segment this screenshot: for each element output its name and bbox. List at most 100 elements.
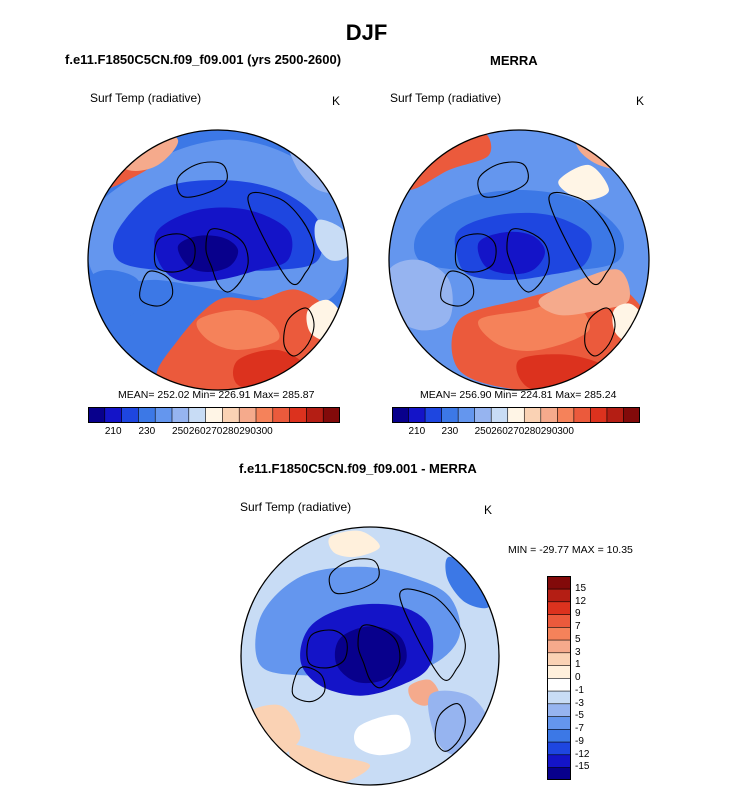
- colorbar-tick-label: 300: [557, 426, 574, 437]
- map-field: [241, 527, 499, 785]
- colorbar-swatch: [474, 407, 492, 423]
- colorbar-swatch: [547, 766, 571, 780]
- merra-stats: MEAN= 256.90 Min= 224.81 Max= 285.24: [420, 389, 617, 401]
- colorbar-swatch: [424, 407, 443, 423]
- diff-panel-title: f.e11.F1850C5CN.f09_f09.001 - MERRA: [239, 461, 477, 476]
- coastline: [434, 703, 466, 752]
- colorbar-tick-label: -5: [575, 710, 584, 722]
- merra-variable-label: Surf Temp (radiative): [390, 91, 502, 105]
- coastline: [328, 558, 380, 595]
- colorbar-tick-label: 210: [104, 426, 122, 437]
- temperature-region: [328, 530, 380, 558]
- coastline: [506, 228, 550, 293]
- colorbar-swatch: [457, 407, 476, 423]
- map-boundary: [240, 526, 500, 786]
- colorbar-swatch: [188, 407, 207, 423]
- temperature-region: [389, 259, 453, 331]
- colorbar-swatch: [623, 407, 640, 423]
- map-boundary: [388, 129, 650, 391]
- colorbar-swatch: [547, 601, 571, 615]
- colorbar-tick-label: -9: [575, 735, 584, 747]
- model-colorbar-ticks: 210 230 250 260 270 280 290 300: [88, 426, 340, 440]
- colorbar-swatch: [171, 407, 190, 423]
- temperature-region: [538, 269, 631, 316]
- temperature-region: [314, 219, 348, 261]
- colorbar-swatch: [547, 754, 571, 768]
- map-field: [88, 130, 348, 390]
- coastline: [548, 191, 616, 286]
- diff-units-label: K: [484, 503, 493, 517]
- colorbar-swatch: [392, 407, 410, 423]
- colorbar-swatch: [238, 407, 257, 423]
- colorbar-swatch: [222, 407, 240, 423]
- diff-stats: MIN = -29.77 MAX = 10.35: [508, 544, 633, 556]
- coastline-group: [139, 161, 315, 357]
- colorbar-tick-label: 7: [575, 621, 581, 632]
- coastline: [247, 191, 315, 286]
- colorbar-swatch: [408, 407, 426, 423]
- coastline: [357, 624, 401, 689]
- merra-units-label: K: [636, 94, 645, 108]
- colorbar-tick-label: 270: [507, 426, 525, 437]
- colorbar-swatch: [547, 677, 571, 692]
- coastline: [291, 666, 326, 703]
- colorbar-tick-label: 270: [205, 426, 223, 437]
- colorbar-swatch: [547, 576, 571, 590]
- colorbar-swatch: [547, 626, 571, 641]
- colorbar-swatch: [138, 407, 156, 423]
- colorbar-swatch: [205, 407, 223, 423]
- colorbar-swatch: [322, 407, 340, 423]
- colorbar-swatch: [590, 407, 608, 423]
- colorbar-swatch: [507, 407, 525, 423]
- colorbar-swatch: [547, 639, 571, 654]
- coastline: [176, 161, 228, 198]
- colorbar-tick-label: 210: [408, 426, 426, 437]
- model-polar-map: [87, 129, 349, 391]
- diff-variable-label: Surf Temp (radiative): [240, 500, 352, 514]
- colorbar-swatch: [547, 613, 571, 628]
- coastline: [153, 233, 196, 273]
- colorbar-tick-label: -15: [575, 761, 590, 773]
- page-title: DJF: [345, 20, 388, 45]
- colorbar-swatch: [547, 728, 571, 743]
- temperature-region: [196, 310, 280, 350]
- colorbar-swatch: [104, 407, 123, 423]
- coastline: [477, 161, 529, 198]
- colorbar-frame: [547, 576, 571, 780]
- colorbar-tick-label: -12: [575, 748, 590, 760]
- colorbar-tick-label: 12: [575, 595, 587, 607]
- colorbar-swatch: [606, 407, 625, 423]
- colorbar-tick-label: 5: [575, 633, 581, 645]
- colorbar-tick-label: 0: [575, 672, 581, 683]
- colorbar-swatch: [547, 741, 571, 756]
- map-boundary: [87, 129, 349, 391]
- diff-colorbar: [547, 576, 571, 780]
- merra-panel-title: MERRA: [490, 53, 538, 68]
- colorbar-swatch: [547, 588, 571, 603]
- colorbar-swatch: [121, 407, 139, 423]
- coastline-group: [440, 161, 616, 357]
- colorbar-tick-label: -7: [575, 723, 584, 734]
- colorbar-swatch: [523, 407, 542, 423]
- colorbar-swatch: [547, 652, 571, 666]
- coastline: [584, 307, 616, 357]
- temperature-region: [558, 164, 609, 201]
- colorbar-tick-label: 9: [575, 608, 581, 620]
- colorbar-tick-label: -3: [575, 697, 584, 709]
- colorbar-tick-label: 230: [138, 426, 156, 437]
- colorbar-swatch: [573, 407, 591, 423]
- colorbar-tick-label: 280: [524, 426, 541, 437]
- colorbar-frame: [88, 407, 340, 423]
- coastline: [205, 228, 249, 293]
- colorbar-tick-label: 15: [575, 582, 587, 594]
- colorbar-tick-label: 230: [441, 426, 459, 437]
- model-stats: MEAN= 252.02 Min= 226.91 Max= 285.87: [118, 389, 315, 401]
- coastline: [454, 233, 497, 273]
- colorbar-frame: [392, 407, 640, 423]
- temperature-region: [88, 270, 142, 320]
- diff-colorbar-ticks: 15 12 9 7 5 3 1 0 -1 -3 -5 -7 -9 -12 -15: [575, 576, 605, 780]
- colorbar-tick-label: 3: [575, 646, 581, 658]
- colorbar-swatch: [557, 407, 575, 423]
- colorbar-tick-label: 1: [575, 659, 581, 671]
- model-units-label: K: [332, 94, 341, 108]
